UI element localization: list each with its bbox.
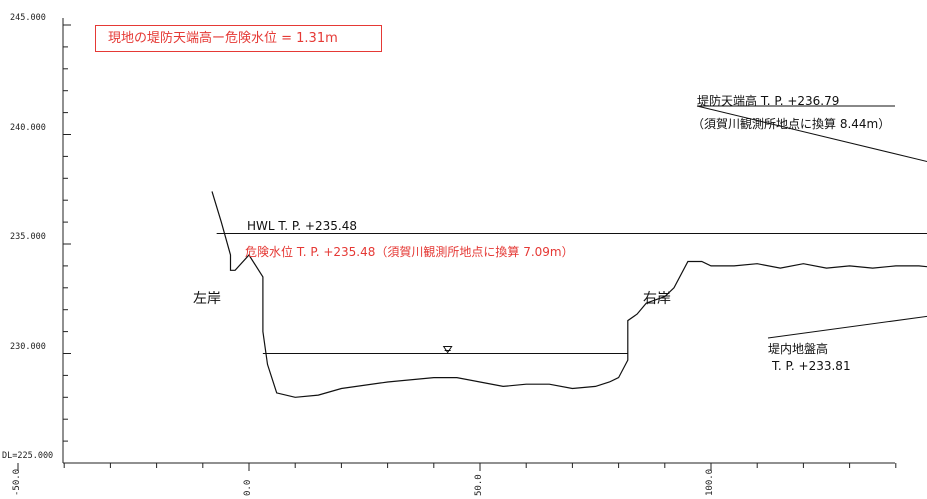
y-tick-label: 230.000 — [10, 341, 46, 352]
axes — [17, 18, 897, 471]
levee-crown-conversion: （須賀川観測所地点に換算 8.44m） — [692, 117, 891, 131]
water-mark-triangle — [442, 346, 453, 354]
y-tick-label: 245.000 — [10, 13, 46, 23]
x-tick-label: -50.0 — [12, 468, 22, 496]
inner-ground-elevation: T. P. +233.81 — [772, 359, 851, 373]
right-bank-label: 右岸 — [643, 291, 671, 307]
note-box: 現地の堤防天端高ー危険水位 = 1.31m — [95, 25, 382, 52]
danger-level-label: 危険水位 T. P. +235.48（須賀川観測所地点に換算 7.09m） — [245, 245, 574, 259]
ground-line — [211, 191, 927, 398]
hwl-label: HWL T. P. +235.48 — [247, 219, 357, 233]
left-bank-label: 左岸 — [193, 291, 221, 307]
x-tick-label: 0.0 — [243, 479, 253, 496]
y-tick-label: DL=225.000 — [2, 451, 54, 461]
y-tick-label: 235.000 — [10, 232, 46, 242]
water-surface — [262, 346, 628, 354]
inner-ground-label: 堤内地盤高 — [768, 342, 829, 356]
y-tick-label: 240.000 — [10, 122, 46, 133]
levee-leader — [696, 105, 927, 163]
x-tick-label: 50.0 — [474, 474, 484, 496]
levee-crown-label: 堤防天端高 T. P. +236.79 — [697, 94, 840, 108]
x-tick-label: 100.0 — [705, 468, 715, 496]
inner-ground-leader — [767, 315, 927, 339]
annotation-lines — [216, 105, 927, 339]
ground-profile — [211, 191, 927, 398]
